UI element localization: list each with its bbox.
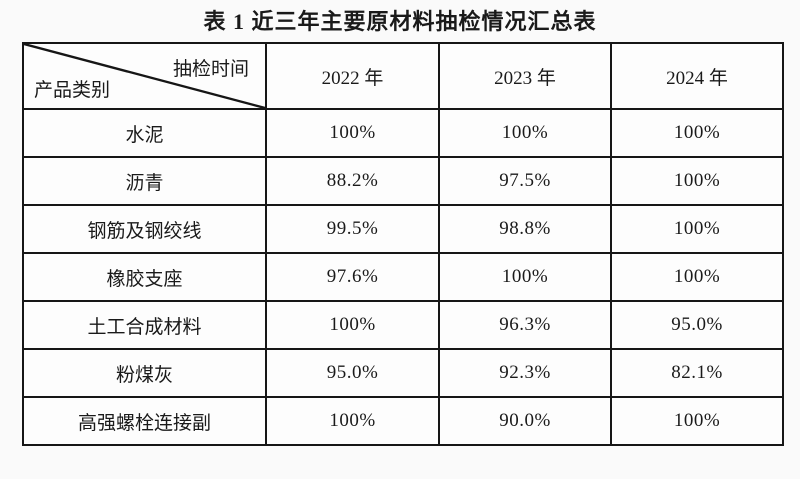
year-header-2022: 2022 年	[265, 42, 440, 110]
value-cell: 97.5%	[438, 156, 612, 206]
year-header-2024: 2024 年	[610, 42, 784, 110]
value-cell: 88.2%	[265, 156, 440, 206]
product-cell: 高强螺栓连接副	[22, 396, 267, 446]
table-row: 钢筋及钢绞线 99.5% 98.8% 100%	[22, 204, 784, 254]
value-cell: 100%	[610, 252, 784, 302]
product-cell: 水泥	[22, 108, 267, 158]
corner-header-cell: 抽检时间 产品类别	[22, 42, 267, 110]
table-row: 粉煤灰 95.0% 92.3% 82.1%	[22, 348, 784, 398]
value-cell: 96.3%	[438, 300, 612, 350]
table-row: 橡胶支座 97.6% 100% 100%	[22, 252, 784, 302]
page-title: 表 1 近三年主要原材料抽检情况汇总表	[203, 9, 597, 34]
value-cell: 100%	[438, 252, 612, 302]
value-cell: 100%	[265, 108, 440, 158]
corner-label-inspection-time: 抽检时间	[172, 59, 249, 80]
value-cell: 95.0%	[265, 348, 440, 398]
diagonal-divider	[25, 45, 264, 107]
value-cell: 100%	[610, 156, 784, 206]
table-row: 沥青 88.2% 97.5% 100%	[22, 156, 784, 206]
table-row: 水泥 100% 100% 100%	[22, 108, 784, 158]
product-cell: 钢筋及钢绞线	[22, 204, 267, 254]
value-cell: 99.5%	[265, 204, 440, 254]
value-cell: 82.1%	[610, 348, 784, 398]
materials-inspection-table: 抽检时间 产品类别 2022 年 2023 年 2024 年 水泥 100% 1…	[22, 42, 784, 446]
value-cell: 100%	[265, 396, 440, 446]
value-cell: 97.6%	[265, 252, 440, 302]
value-cell: 100%	[610, 204, 784, 254]
value-cell: 100%	[265, 300, 440, 350]
value-cell: 100%	[438, 108, 612, 158]
table-header-row: 抽检时间 产品类别 2022 年 2023 年 2024 年	[22, 42, 784, 110]
value-cell: 95.0%	[610, 300, 784, 350]
table-row: 土工合成材料 100% 96.3% 95.0%	[22, 300, 784, 350]
product-cell: 沥青	[22, 156, 267, 206]
product-cell: 土工合成材料	[22, 300, 267, 350]
value-cell: 100%	[610, 396, 784, 446]
value-cell: 100%	[610, 108, 784, 158]
year-header-2023: 2023 年	[438, 42, 612, 110]
product-cell: 橡胶支座	[22, 252, 267, 302]
value-cell: 90.0%	[438, 396, 612, 446]
value-cell: 92.3%	[438, 348, 612, 398]
corner-label-product-category: 产品类别	[34, 80, 111, 101]
product-cell: 粉煤灰	[22, 348, 267, 398]
table-row: 高强螺栓连接副 100% 90.0% 100%	[22, 396, 784, 446]
value-cell: 98.8%	[438, 204, 612, 254]
